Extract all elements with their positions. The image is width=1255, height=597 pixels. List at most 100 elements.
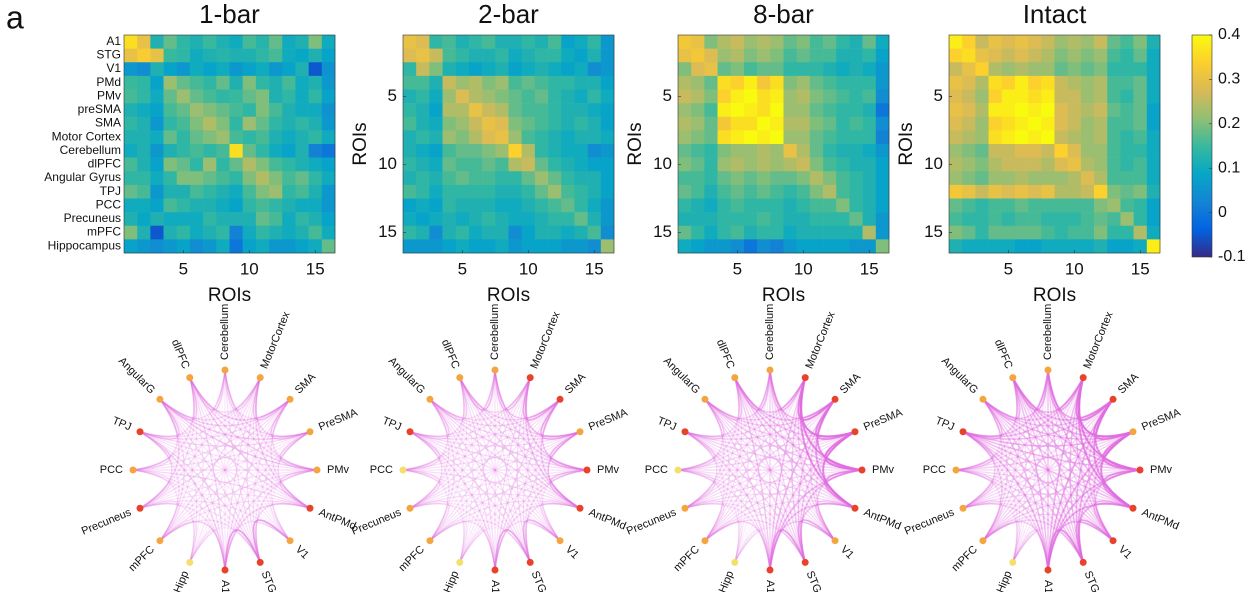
heatmap-cell <box>255 89 270 104</box>
heatmap-cell <box>796 75 811 90</box>
edge <box>494 369 588 471</box>
heatmap-cell <box>308 239 323 254</box>
heatmap-cell <box>216 198 230 213</box>
heatmap-cell <box>1041 144 1055 158</box>
edge <box>139 500 180 542</box>
heatmap-cell <box>429 130 443 145</box>
edge <box>955 398 1002 471</box>
edge <box>409 377 465 438</box>
edge <box>704 500 856 542</box>
heatmap-cell <box>508 103 522 118</box>
heatmap-cell <box>836 144 850 158</box>
heatmap-cell <box>783 103 797 118</box>
y-category-label: Cerebellum <box>60 143 121 157</box>
edge <box>159 398 291 542</box>
edge <box>459 377 474 563</box>
edge <box>734 502 856 563</box>
heatmap-cell <box>1133 184 1148 199</box>
edge <box>494 469 588 571</box>
heatmap-cell <box>203 212 217 227</box>
heatmap-cell <box>975 89 989 104</box>
heatmap-cell <box>442 75 457 90</box>
heatmap-cell <box>730 75 745 90</box>
edge <box>255 377 311 438</box>
edge <box>494 369 581 437</box>
heatmap-cell <box>403 75 417 90</box>
heatmap-cell <box>587 171 602 186</box>
edge <box>524 377 581 509</box>
node <box>556 395 564 403</box>
edge <box>139 369 226 437</box>
edge <box>139 377 261 509</box>
edge <box>252 519 291 563</box>
chart-title: 2-bar <box>478 0 539 29</box>
heatmap-cell <box>691 130 705 145</box>
heatmap-cell <box>403 130 417 145</box>
heatmap-cell <box>495 198 509 213</box>
node <box>399 466 407 474</box>
heatmap-cell <box>455 35 470 49</box>
heatmap-cell <box>1001 75 1016 90</box>
heatmap-cell <box>521 184 536 199</box>
edge <box>525 431 581 563</box>
edge <box>224 529 261 571</box>
heatmap-cell <box>823 157 837 172</box>
heatmap-cell <box>849 130 863 145</box>
heatmap-cell <box>482 62 496 77</box>
heatmap-cell <box>691 103 705 118</box>
edge <box>982 398 1084 563</box>
heatmap-cell <box>176 89 191 104</box>
colorbar-tick-label: 0.3 <box>1218 71 1240 88</box>
edge <box>429 377 468 542</box>
edge <box>677 469 836 542</box>
edge <box>982 398 1134 440</box>
heatmap-cell <box>216 225 230 240</box>
heatmap-cell <box>757 239 771 254</box>
heatmap-cell <box>482 103 496 118</box>
edge <box>677 377 806 471</box>
heatmap-cell <box>255 62 270 77</box>
edge <box>429 398 588 471</box>
heatmap-cell <box>836 48 850 63</box>
heatmap-cell <box>962 75 976 90</box>
edge <box>255 377 318 471</box>
edge <box>1012 377 1134 438</box>
heatmap-cell <box>1094 157 1108 172</box>
heatmap-cell <box>442 48 457 63</box>
network: A1 STGV1AntPMdPMvPreSMASMAMotorCortexCere… <box>80 304 360 595</box>
heatmap-cell <box>691 225 705 240</box>
edge <box>224 369 318 471</box>
heatmap-cell <box>1120 35 1134 49</box>
edge <box>684 500 836 542</box>
node <box>306 428 314 436</box>
heatmap-cell <box>203 62 217 77</box>
heatmap-cell <box>796 35 811 49</box>
edge <box>189 377 261 563</box>
heatmap-cell <box>875 144 890 158</box>
node <box>858 466 866 474</box>
heatmap-cell <box>163 144 178 158</box>
edge <box>139 502 195 563</box>
heatmap-cell <box>124 35 138 49</box>
heatmap-cell <box>988 48 1003 63</box>
heatmap-cell <box>216 62 230 77</box>
heatmap-cell <box>269 239 283 254</box>
node <box>1129 428 1137 436</box>
node-label: mPFC <box>672 543 703 574</box>
heatmap-cell <box>704 212 718 227</box>
heatmap-cell <box>678 48 692 63</box>
heatmap-cell <box>163 239 178 254</box>
edge <box>769 369 806 411</box>
heatmap-cell <box>1146 75 1161 90</box>
heatmap-cell <box>1014 184 1029 199</box>
heatmap-cell <box>770 144 784 158</box>
heatmap-cell <box>508 225 522 240</box>
heatmap-cell <box>862 157 877 172</box>
edge <box>139 503 226 571</box>
colorbar-tick-label: 0.4 <box>1218 26 1240 43</box>
edge <box>769 369 856 509</box>
edge <box>955 469 1084 563</box>
edge <box>224 398 291 571</box>
edge <box>769 529 806 571</box>
edge <box>704 398 836 427</box>
